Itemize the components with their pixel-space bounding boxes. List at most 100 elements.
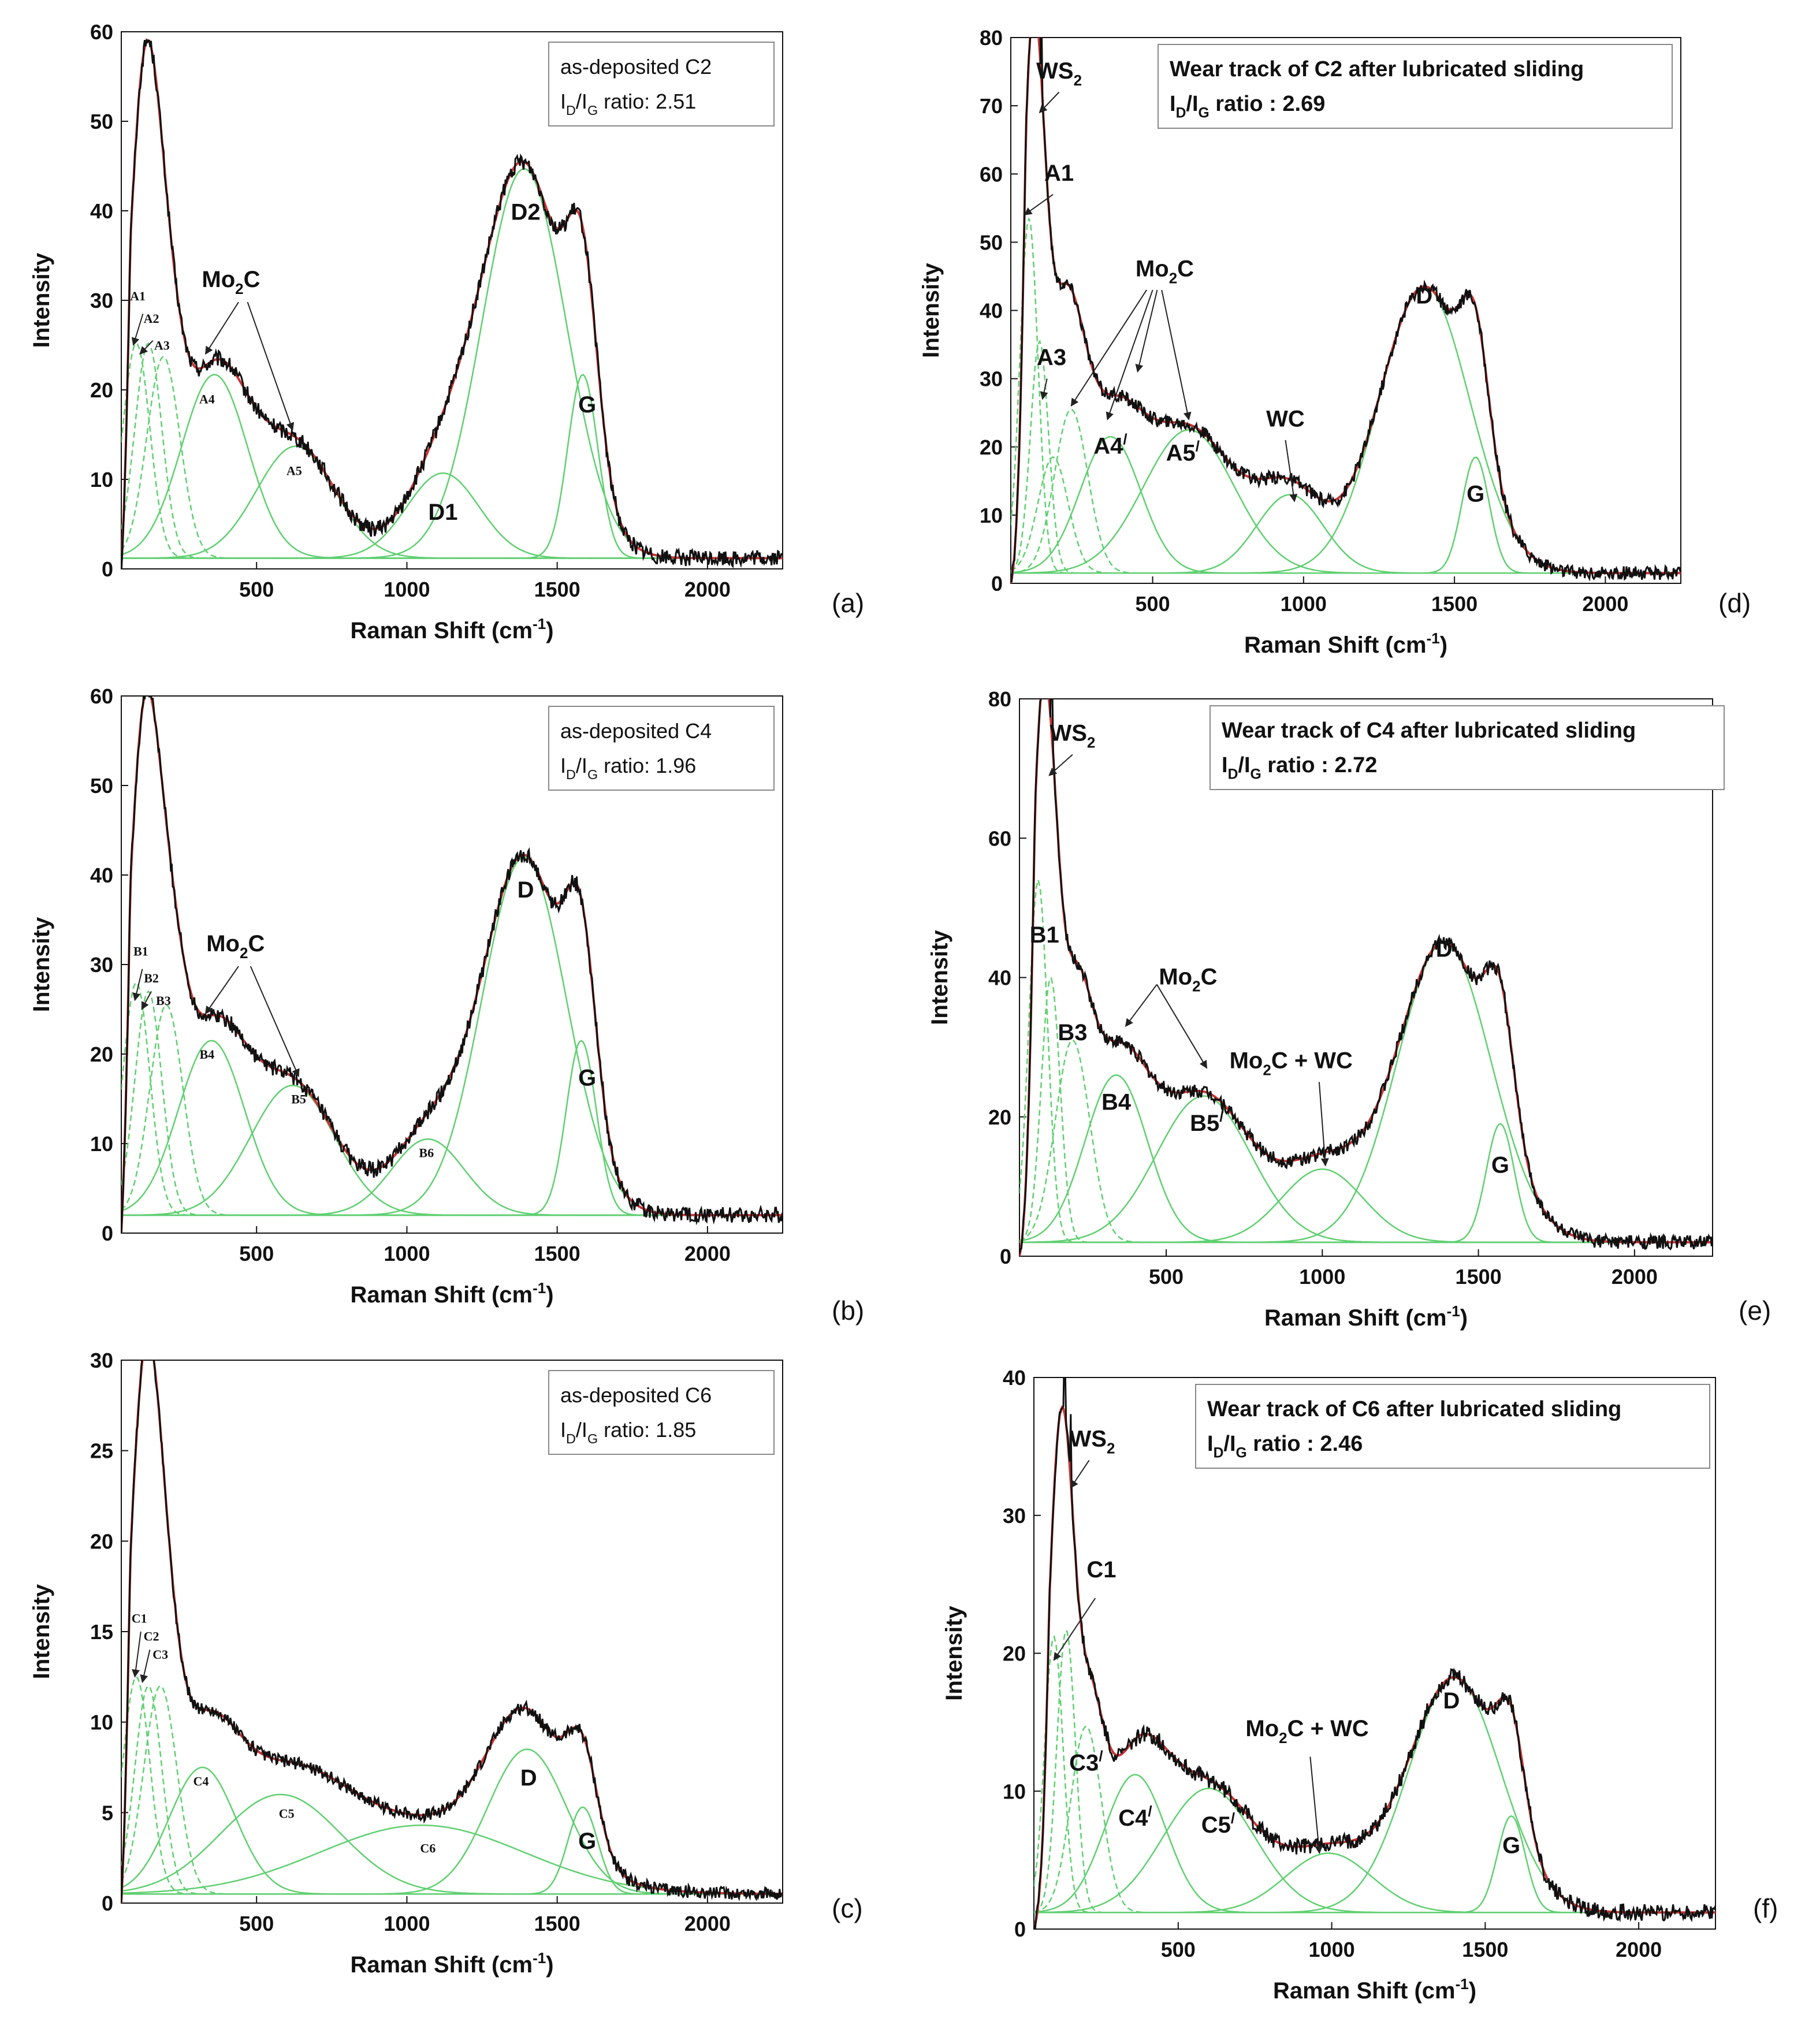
y-tick-label: 10 [90, 468, 113, 492]
text-span: / [1196, 437, 1200, 455]
annotation-arrow [1161, 289, 1192, 420]
info-box-title: as-deposited C6 [560, 1383, 712, 1407]
text-span: G [578, 1065, 596, 1090]
annotation-arrow [131, 313, 144, 346]
text-span: as-deposited C4 [560, 719, 712, 743]
peak-label: D [518, 877, 534, 903]
x-tick-label: 1500 [1456, 1265, 1502, 1289]
peak-label: G [578, 1829, 596, 1854]
text-span: C4 [1118, 1805, 1148, 1831]
peak-label: Mo2C [202, 267, 260, 297]
y-tick-label: 40 [988, 966, 1011, 990]
text-span: I [1170, 92, 1176, 116]
peak-label: D [1443, 1688, 1460, 1714]
text-span: / [1231, 1810, 1235, 1827]
annotation-arrow [1070, 289, 1147, 407]
info-box [548, 1370, 775, 1455]
fit-component-a3 [1011, 456, 1681, 574]
text-span: -1 [1447, 1302, 1460, 1320]
text-span: C2 [144, 1629, 159, 1644]
text-span: D [1176, 105, 1186, 121]
text-span: /I [1223, 1432, 1235, 1456]
text-span: A1 [130, 289, 146, 303]
text-span: B4 [199, 1047, 214, 1062]
x-axis-title: Raman Shift (cm-1) [1244, 630, 1447, 658]
annotation-arrow [1040, 378, 1048, 400]
fit-component-d [121, 1748, 781, 1895]
text-span: B6 [419, 1145, 434, 1160]
text-span: ratio : 2.46 [1247, 1432, 1363, 1456]
text-span: ratio: 1.96 [598, 754, 696, 777]
peak-label: C1 [132, 1611, 147, 1625]
plot-area [121, 696, 783, 1233]
text-span: C3 [1069, 1750, 1099, 1775]
text-span: G [578, 392, 596, 418]
measured-spectrum [1019, 699, 1713, 1254]
x-tick-label: 1500 [1431, 592, 1478, 616]
x-tick-label: 2000 [1616, 1938, 1662, 1961]
chart-panel-4: 0 20 40 60 80 500 1000 1500 2000 Raman Shift (cm-… [927, 687, 1725, 1331]
peak-label: WS2 [1049, 720, 1095, 751]
text-span: ) [546, 1282, 553, 1308]
annotation-arrow [1156, 984, 1208, 1069]
measured-spectrum [121, 696, 783, 1233]
text-span: 2 [1087, 734, 1095, 751]
fit-component-b3 [121, 1004, 781, 1216]
text-span: Raman Shift (cm [350, 1282, 533, 1308]
peak-label: WS2 [1070, 1426, 1115, 1457]
peak-label: A5 [286, 463, 302, 478]
text-span: WS [1036, 58, 1073, 84]
x-tick-label: 2000 [1582, 592, 1628, 616]
text-span: Wear track of C6 after lubricated slidin… [1207, 1397, 1621, 1421]
text-span: ) [1460, 1305, 1468, 1331]
text-span: G [587, 103, 598, 118]
panel-label: (c) [832, 1893, 863, 1923]
fit-component-g [1019, 1123, 1713, 1243]
fit-component-a4 [121, 374, 781, 559]
text-span: ) [546, 618, 553, 643]
x-tick-label: 2000 [684, 1242, 731, 1265]
y-tick-label: 10 [980, 504, 1003, 527]
text-span: / [1148, 1803, 1152, 1820]
annotation-arrow [1135, 289, 1158, 373]
peak-label: D [1436, 936, 1453, 962]
fit-component-c2 [1034, 1630, 1715, 1913]
peak-label: Mo2C [1136, 256, 1194, 286]
y-tick-label: 50 [90, 774, 113, 798]
peak-label: C6 [420, 1841, 436, 1855]
peak-label: A4 [199, 392, 215, 406]
text-span: D [566, 1431, 576, 1446]
fit-component-c2 [121, 1685, 781, 1895]
fit-component-g [121, 1806, 781, 1895]
measured-spectrum [1034, 1377, 1715, 1929]
peak-label: D [1416, 284, 1432, 309]
text-span: G [1467, 481, 1484, 507]
text-span: / [1099, 1747, 1103, 1764]
text-span: WC [1266, 406, 1305, 431]
annotation-arrow [1318, 1082, 1329, 1167]
y-tick-label: 70 [980, 94, 1003, 118]
text-span: G [578, 1829, 596, 1854]
peak-label: G [578, 392, 596, 418]
text-span: B5 [291, 1092, 306, 1106]
annotation-arrow [1053, 1598, 1096, 1661]
text-span: A5 [1166, 440, 1196, 466]
text-span: C + WC [1287, 1716, 1369, 1741]
y-tick-label: 60 [90, 20, 113, 44]
text-span: D2 [511, 200, 540, 225]
y-tick-label: 30 [90, 1349, 113, 1372]
info-box [1209, 705, 1725, 790]
info-box-title: as-deposited C2 [560, 55, 712, 79]
fit-component-mo2cwc [1019, 1168, 1713, 1243]
x-tick-label: 500 [1149, 1265, 1184, 1289]
y-tick-label: 50 [980, 230, 1003, 254]
peak-label: Mo2C [1159, 965, 1217, 995]
text-span: C5 [1201, 1812, 1231, 1838]
text-span: C [248, 931, 265, 956]
y-tick-label: 0 [1014, 1918, 1026, 1941]
peak-label: B2 [144, 971, 159, 985]
text-span: -1 [533, 615, 546, 632]
y-axis-title: Intensity [29, 917, 54, 1012]
text-span: 2 [235, 280, 243, 297]
peak-label: C3 [152, 1647, 168, 1662]
